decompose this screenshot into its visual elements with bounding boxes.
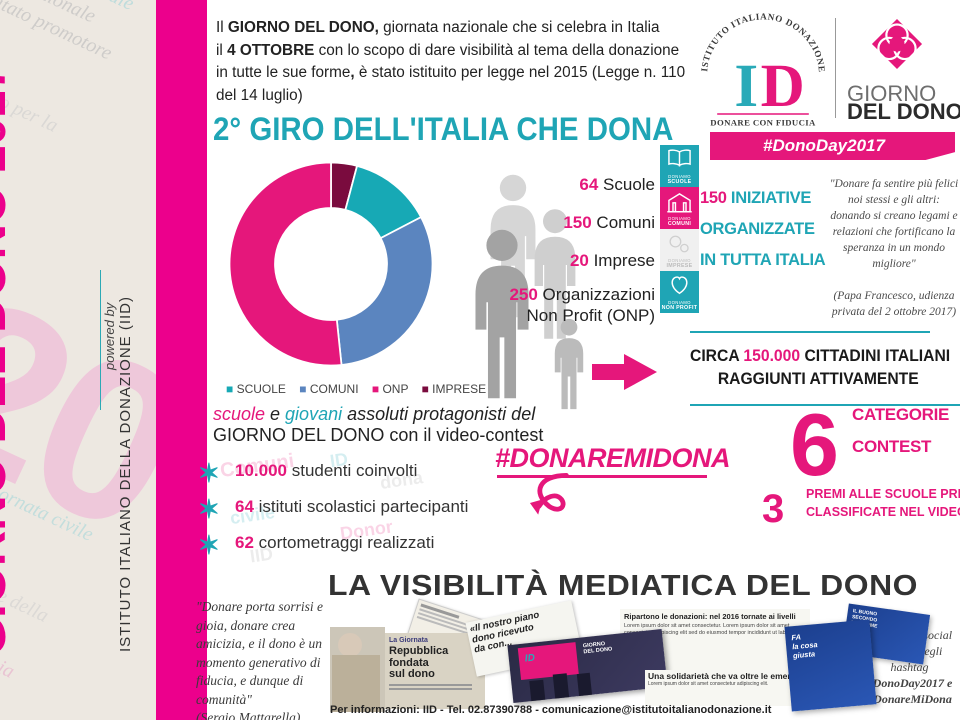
svg-text:DONARE CON FIDUCIA: DONARE CON FIDUCIA (710, 118, 816, 128)
svg-text:D: D (761, 53, 805, 120)
svg-text:I: I (734, 53, 758, 120)
